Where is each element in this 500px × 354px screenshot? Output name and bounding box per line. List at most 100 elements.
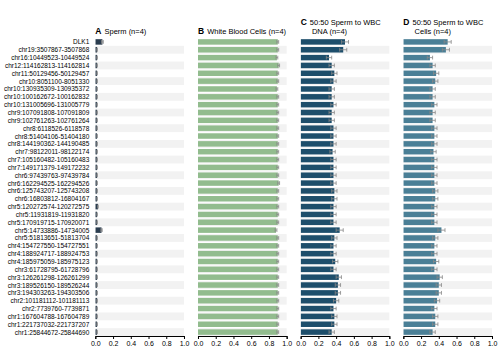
error-cap [437,142,438,146]
tick: 0.8 [367,336,377,347]
error-bar [432,143,437,144]
error-cap [436,283,437,287]
bar [198,282,278,287]
category-label: chr8:51404106-51404180 [15,133,90,140]
bar [198,180,279,185]
error-cap [276,173,277,177]
error-cap [431,205,432,209]
category-label: DLK1 [73,38,90,45]
error-cap [278,142,279,146]
category-label: chr1:167604788-167604789 [8,313,90,320]
error-cap [278,267,279,271]
bar [403,39,447,44]
panel-subtitle: 50:50 Sperm to WBC Cells (n=4) [412,18,483,36]
error-cap [431,267,432,271]
error-cap [96,244,97,248]
tick: 0.0 [399,336,409,347]
error-cap [429,111,430,115]
bar [403,196,435,201]
row-band [95,140,184,148]
error-cap [278,165,279,169]
error-cap [438,71,439,75]
row-band [198,109,287,117]
error-cap [329,111,330,115]
error-cap [96,71,97,75]
error-cap [97,220,98,224]
error-bar [431,151,436,152]
error-cap [276,244,277,248]
error-bar [329,332,334,333]
error-cap [333,299,334,303]
error-cap [437,189,438,193]
tick-mark [149,336,150,339]
panel-title: D50:50 Sperm to WBC Cells (n=4) [403,17,484,36]
tick: 1.0 [282,336,292,347]
bar [403,282,438,287]
error-cap [331,322,332,326]
error-cap [335,291,336,295]
row-band [301,312,390,320]
row-band [301,93,390,101]
error-cap [97,87,98,91]
row-band [403,140,492,148]
error-bar [333,261,338,262]
row-band [95,297,184,305]
tick: 0.2 [211,336,221,347]
row-band [198,140,287,148]
tick: 0.4 [126,336,136,347]
plot-area [95,39,103,335]
error-cap [97,79,98,83]
error-cap [276,267,277,271]
error-cap [437,103,438,107]
bar [301,86,332,91]
tick-mark [251,336,252,339]
error-cap [276,205,277,209]
error-cap [96,173,97,177]
error-cap [330,165,331,169]
error-cap [430,150,431,154]
error-bar [331,222,336,223]
error-cap [278,213,279,217]
bar [301,282,338,287]
error-cap [278,197,279,201]
row-band [301,187,390,195]
error-cap [97,126,98,130]
category-label: chr6:125743207-125743208 [8,187,90,194]
tick-label: 0.0 [399,340,409,347]
error-cap [97,142,98,146]
bar [95,321,97,326]
error-bar [430,332,435,333]
bar [301,290,338,295]
error-cap [334,111,335,115]
error-cap [100,228,101,232]
panel: 0.00.20.40.60.81.0ASperm (n=4) [91,26,190,347]
error-cap [431,165,432,169]
bar [95,63,97,68]
tick-label: 0.8 [470,340,480,347]
bar [403,220,434,225]
bar [198,274,278,279]
panel-title: ASperm (n=4) [95,26,147,36]
error-bar [333,300,338,301]
error-cap [278,126,279,130]
bar [403,141,434,146]
error-cap [97,236,98,240]
error-cap [431,181,432,185]
error-cap [434,299,435,303]
error-bar [434,300,439,301]
error-bar [442,49,449,50]
error-cap [437,322,438,326]
row-band [198,124,287,132]
row-band [301,124,390,132]
error-cap [96,158,97,162]
row-band [301,218,390,226]
row-band [301,265,390,273]
category-label: chr5:120272574-120272575 [8,203,90,210]
bar [95,157,97,162]
error-bar [329,120,334,121]
error-cap [96,134,97,138]
tick-mark [301,336,302,339]
bar [198,188,278,193]
tick-mark [318,336,319,339]
error-cap [276,71,277,75]
